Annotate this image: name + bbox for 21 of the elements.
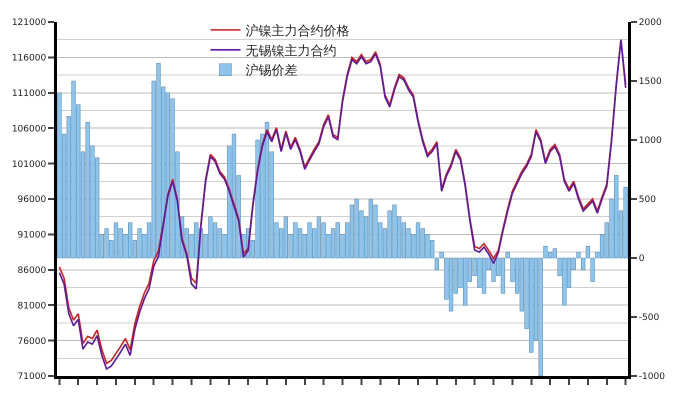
y2-tick-label: 500 [638, 195, 656, 206]
y-tick-label: 116000 [12, 54, 46, 64]
y2-tick-label: 0 [638, 254, 645, 264]
y-tick-label: 71000 [18, 372, 46, 382]
y-tick-label: 86000 [18, 266, 46, 276]
y-tick-label: 91000 [18, 230, 46, 241]
y2-tick-label: -1000 [638, 372, 666, 382]
legend-label: 无锡镍主力合约 [245, 42, 336, 59]
y-tick-label: 81000 [18, 301, 46, 312]
y2-tick-label: -500 [638, 313, 660, 324]
y2-tick-label: 1000 [638, 136, 662, 146]
legend-label: 沪锡价差 [245, 62, 298, 79]
y-tick-label: 106000 [12, 124, 46, 134]
y2-tick-label: 1500 [638, 77, 662, 88]
y-tick-label: 111000 [12, 88, 46, 99]
legend-label: 沪镍主力合约价格 [245, 22, 350, 39]
y-tick-label: 101000 [12, 160, 46, 170]
y-tick-label: 96000 [18, 195, 46, 206]
y2-tick-label: 2000 [638, 18, 662, 28]
y-tick-label: 76000 [18, 336, 46, 347]
y-tick-label: 121000 [12, 18, 46, 28]
